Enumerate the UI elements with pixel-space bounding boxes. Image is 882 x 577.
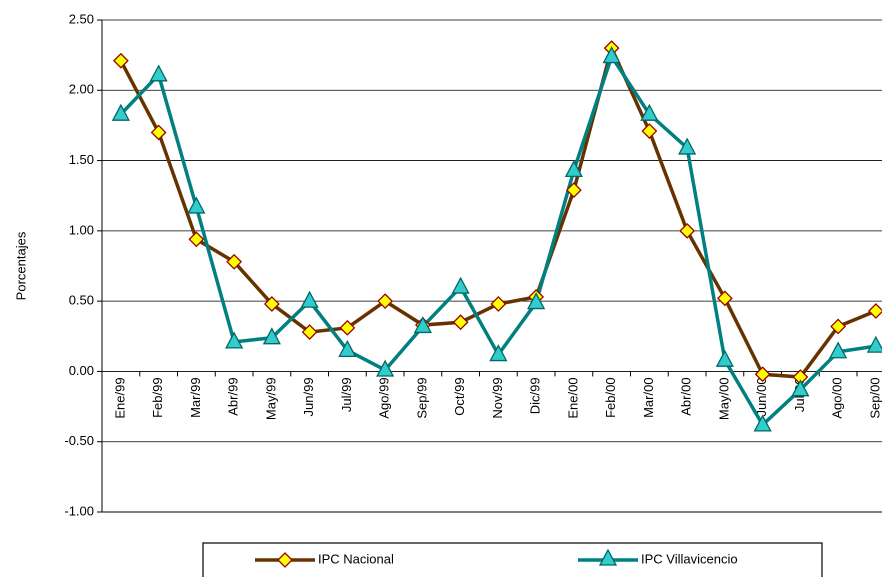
triangle-marker xyxy=(602,46,621,64)
x-tick-label: May/00 xyxy=(716,377,731,420)
triangle-marker xyxy=(187,196,206,214)
triangle-marker xyxy=(640,103,659,121)
triangle-marker xyxy=(413,316,432,334)
diamond-marker xyxy=(226,253,243,270)
y-tick-label: 0.50 xyxy=(69,293,94,308)
diamond-marker xyxy=(263,296,280,312)
y-tick-label: 0.00 xyxy=(69,363,94,378)
triangle-marker xyxy=(564,160,583,178)
y-tick-label: 2.50 xyxy=(69,11,94,26)
triangle-marker xyxy=(451,276,470,294)
triangle-marker xyxy=(489,344,508,362)
x-tick-label: Abr/99 xyxy=(226,377,241,415)
x-tick-label: Jul/99 xyxy=(339,377,354,412)
x-tick-label: Mar/00 xyxy=(641,377,656,417)
triangle-marker xyxy=(527,292,546,310)
x-tick-label: Ene/00 xyxy=(565,377,580,418)
x-tick-label: Dic/99 xyxy=(528,377,543,414)
diamond-marker xyxy=(565,182,582,199)
x-tick-label: Feb/99 xyxy=(150,377,165,417)
y-axis-label: Porcentajes xyxy=(13,231,28,300)
diamond-marker xyxy=(716,290,733,307)
x-tick-label: Abr/00 xyxy=(679,377,694,415)
y-tick-label: 1.00 xyxy=(69,222,94,237)
triangle-marker xyxy=(829,341,848,359)
legend-label: IPC Nacional xyxy=(318,551,394,566)
diamond-marker xyxy=(277,552,293,568)
triangle-marker xyxy=(376,359,395,377)
diamond-marker xyxy=(754,366,771,383)
triangle-marker xyxy=(715,349,734,367)
x-tick-label: Ago/00 xyxy=(830,377,845,418)
x-tick-label: Feb/00 xyxy=(603,377,618,417)
diamond-marker xyxy=(188,231,205,248)
x-tick-label: Jun/99 xyxy=(301,377,316,416)
diamond-marker xyxy=(377,293,394,310)
triangle-marker xyxy=(791,379,810,397)
diamond-marker xyxy=(301,324,318,340)
diamond-marker xyxy=(490,296,507,312)
triangle-marker xyxy=(678,137,697,155)
diamond-marker xyxy=(339,319,356,336)
triangle-marker xyxy=(866,335,882,353)
y-tick-label: -0.50 xyxy=(64,433,94,448)
diamond-marker xyxy=(679,222,696,239)
triangle-marker xyxy=(111,103,130,121)
x-tick-label: Sep/99 xyxy=(414,377,429,418)
x-tick-label: May/99 xyxy=(263,377,278,420)
triangle-marker xyxy=(149,64,168,82)
x-tick-label: Jun/00 xyxy=(754,377,769,416)
diamond-marker xyxy=(867,303,882,319)
x-tick-label: Oct/99 xyxy=(452,377,467,415)
y-tick-label: 1.50 xyxy=(69,152,94,167)
diamond-marker xyxy=(641,123,658,139)
triangle-marker xyxy=(338,339,357,357)
diamond-marker xyxy=(452,314,469,331)
series-line xyxy=(119,42,877,379)
triangle-marker xyxy=(262,327,281,345)
y-tick-label: 2.00 xyxy=(69,82,94,97)
triangle-marker xyxy=(753,414,772,432)
diamond-marker xyxy=(830,318,847,335)
triangle-marker xyxy=(300,290,319,308)
triangle-marker xyxy=(225,331,244,349)
x-tick-label: Sep/00 xyxy=(867,377,882,418)
x-tick-label: Ago/99 xyxy=(377,377,392,418)
diamond-marker xyxy=(150,124,167,141)
diamond-marker xyxy=(112,52,129,69)
y-tick-label: -1.00 xyxy=(64,503,94,518)
x-tick-label: Ene/99 xyxy=(112,377,127,418)
legend-label: IPC Villavicencio xyxy=(641,551,738,566)
triangle-marker xyxy=(598,548,618,566)
x-tick-label: Nov/99 xyxy=(490,377,505,418)
x-tick-label: Mar/99 xyxy=(188,377,203,417)
